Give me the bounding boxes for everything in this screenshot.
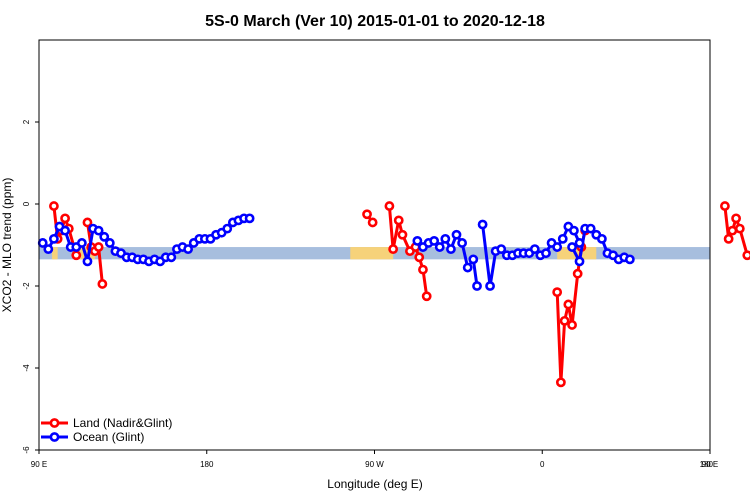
- series-1-point-0-10: [93, 225, 104, 236]
- series-1-point-2-13: [552, 242, 563, 252]
- x-tick-label-0: 90 E: [31, 460, 47, 469]
- series-1-point-0-8: [82, 256, 93, 267]
- x-tick-label-3: 0: [540, 460, 545, 469]
- series-0-point-5-0: [720, 201, 730, 211]
- series-1-point-2-0: [477, 219, 488, 230]
- plot-frame: [38, 39, 711, 451]
- series-0-point-1-3: [93, 242, 104, 252]
- legend-marker-0: [49, 418, 60, 428]
- series-1-point-0-23: [166, 252, 177, 263]
- x-tick-label-5: 180: [700, 460, 714, 469]
- series-1-point-0-26: [183, 244, 194, 254]
- series-0-point-0-3: [60, 213, 70, 224]
- series-1-point-0-4: [60, 225, 70, 236]
- series-1-point-1-4: [434, 242, 445, 252]
- series-0-point-5-3: [731, 213, 741, 224]
- series-1-point-0-12: [104, 238, 115, 248]
- legend: Land (Nadir&Glint)Ocean (Glint): [41, 416, 172, 444]
- series-1-point-1-10: [468, 254, 479, 265]
- legend-marker-1: [49, 432, 60, 442]
- y-axis-label: XCO2 - MLO trend (ppm): [0, 178, 14, 313]
- y-tick-label-4: 2: [22, 119, 31, 124]
- series-1-point-0-33: [222, 223, 233, 234]
- series-0-point-5-2: [727, 225, 738, 236]
- series-1-point-1-5: [440, 233, 451, 244]
- series-1-point-0-7: [76, 238, 87, 248]
- series-0-point-4-2: [559, 315, 570, 326]
- series-0-point-1-0: [82, 217, 93, 228]
- series-1-point-3-3: [585, 223, 596, 234]
- series-0-point-5-5: [742, 250, 750, 261]
- x-axis-label: Longitude (deg E): [327, 477, 422, 491]
- series-0-point-3-0: [384, 201, 395, 211]
- series-0-point-2-0: [362, 209, 372, 220]
- series-0-point-3-7: [418, 264, 428, 275]
- band-land-0: [52, 247, 58, 260]
- legend-label-1: Ocean (Glint): [73, 430, 144, 444]
- series-1-point-0-1: [43, 244, 54, 254]
- series-0-point-1-4: [97, 279, 108, 289]
- series-0-point-0-0: [49, 201, 59, 211]
- series-1-point-3-1: [574, 256, 585, 267]
- series-1-point-1-0: [412, 235, 423, 246]
- y-tick-label-2: -2: [22, 282, 31, 290]
- series-0-point-4-3: [563, 299, 574, 310]
- series-0: [49, 201, 750, 388]
- chart-title: 5S-0 March (Ver 10) 2015-01-01 to 2020-1…: [205, 13, 545, 30]
- series-layer: [37, 201, 750, 388]
- x-tick-label-4: 90 E: [702, 460, 718, 469]
- series-1-point-2-16: [569, 225, 579, 236]
- x-tick-label-1: 180: [200, 460, 214, 469]
- series-0-point-5-4: [734, 223, 745, 234]
- series-0-point-3-8: [421, 291, 432, 302]
- y-tick-label-0: -6: [22, 446, 31, 454]
- series-0-point-2-1: [367, 217, 378, 228]
- series-0-point-3-3: [397, 229, 408, 240]
- series-0-point-3-6: [414, 252, 425, 263]
- series-0-point-3-1: [388, 244, 399, 254]
- x-tick-label-2: 90 W: [365, 460, 384, 469]
- series-1-point-3-0: [567, 242, 577, 252]
- series-1-point-1-3: [429, 235, 440, 246]
- series-1: [37, 213, 635, 291]
- series-0-point-0-5: [71, 250, 82, 261]
- series-1-point-2-3: [496, 244, 507, 254]
- series-1-point-1-9: [462, 262, 473, 273]
- series-1-point-0-37: [244, 213, 255, 224]
- series-0-point-5-1: [723, 233, 734, 244]
- series-1-point-0-11: [99, 231, 110, 242]
- legend-label-0: Land (Nadir&Glint): [73, 416, 172, 430]
- series-0-point-4-4: [567, 320, 577, 330]
- series-0-point-3-2: [393, 215, 404, 226]
- y-tick-label-1: -4: [22, 364, 31, 372]
- series-1-point-2-9: [529, 244, 540, 254]
- series-1-point-3-5: [596, 233, 607, 244]
- series-1-point-2-11: [541, 248, 551, 259]
- series-1-point-2-14: [557, 233, 568, 244]
- series-0-point-4-5: [572, 268, 583, 279]
- series-1-point-2-17: [574, 238, 585, 248]
- series-1-point-0-2: [49, 233, 59, 244]
- band-land-2: [350, 247, 394, 260]
- series-0-point-4-1: [555, 377, 566, 388]
- series-1-point-3-10: [624, 254, 635, 265]
- y-axis: -6 -4 -2 0 2: [22, 119, 39, 454]
- series-1-point-1-6: [446, 244, 456, 254]
- y-tick-label-3: 0: [22, 201, 31, 206]
- series-1-point-1-11: [472, 281, 482, 291]
- series-0-point-4-0: [552, 287, 563, 298]
- series-1-point-2-1: [485, 281, 495, 291]
- series-1-point-1-7: [451, 229, 462, 240]
- series-1-point-1-8: [457, 238, 468, 248]
